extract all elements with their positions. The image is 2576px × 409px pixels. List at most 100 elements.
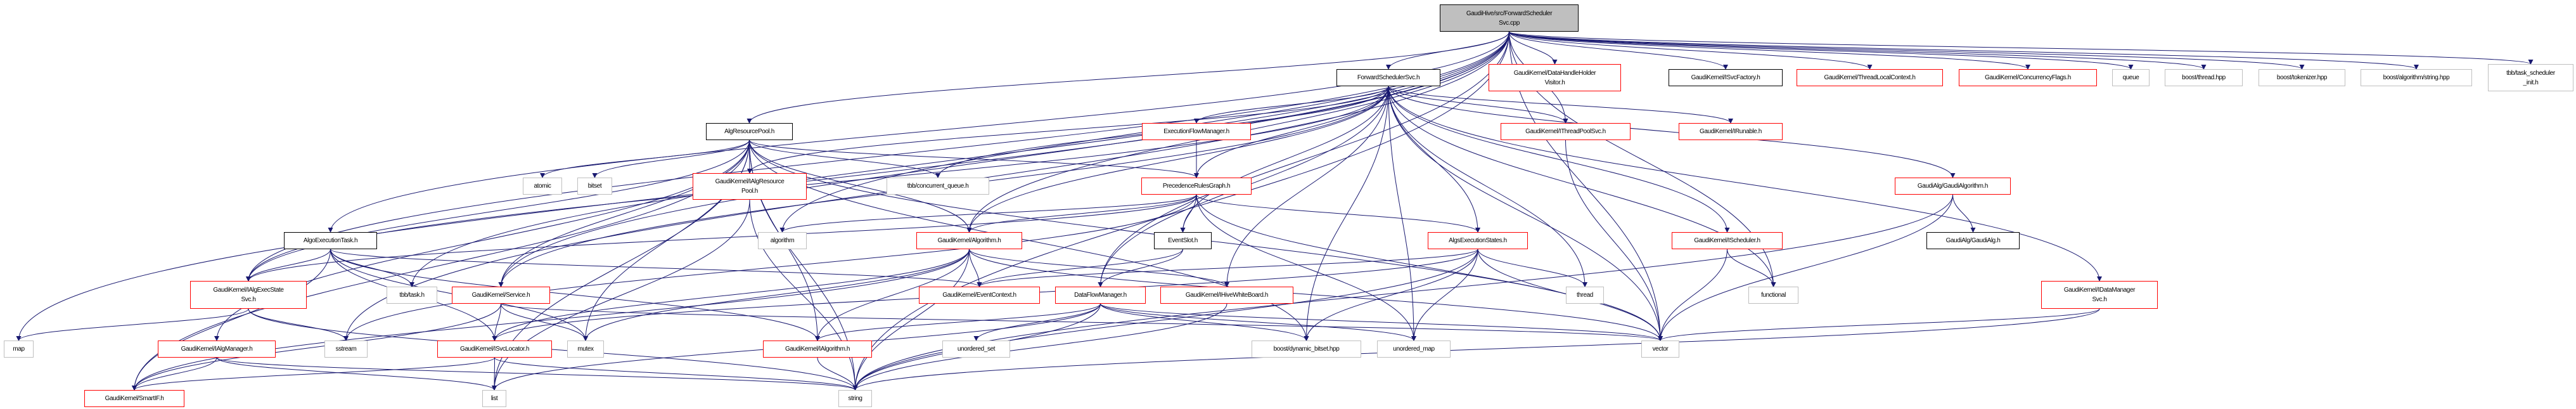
edge-idms-to-vector <box>1658 308 2100 341</box>
edge-dfm-to-vector <box>1100 303 1663 341</box>
edge-root-to-isvcf <box>1509 31 1728 70</box>
edge-root-to-iaess <box>246 31 1509 282</box>
node-dhhv[interactable]: GaudiKernel/DataHandleHolder Visitor.h <box>1489 64 1621 91</box>
edge-arp-to-svc <box>498 140 750 287</box>
node-vector[interactable]: vector <box>1641 341 1679 358</box>
edge-dfm-to-bdb <box>1100 303 1309 341</box>
node-arp[interactable]: AlgResourcePool.h <box>706 123 793 140</box>
edge-arp-to-tbbcq <box>749 140 940 178</box>
node-ialg[interactable]: GaudiKernel/IAlgorithm.h <box>763 341 872 358</box>
node-irun[interactable]: GaudiKernel/IRunable.h <box>1679 123 1783 140</box>
edge-aet-to-evctx <box>330 249 982 287</box>
node-iarp[interactable]: GaudiKernel/IAlgResource Pool.h <box>693 173 807 200</box>
node-tbbtask[interactable]: tbb/task.h <box>387 287 437 304</box>
edge-fsh-to-efm <box>1194 86 1389 124</box>
edge-dfm-to-ialg <box>815 303 1101 341</box>
node-uset[interactable]: unordered_set <box>942 341 1010 358</box>
node-isched[interactable]: GaudiKernel/IScheduler.h <box>1672 232 1783 249</box>
edge-fsh-to-idms <box>1388 86 2102 282</box>
node-isl[interactable]: GaudiKernel/ISvcLocator.h <box>437 341 552 358</box>
node-iam[interactable]: GaudiKernel/IAlgManager.h <box>158 341 276 358</box>
edge-isched-to-functional <box>1727 249 1776 287</box>
edge-algh-to-mutex <box>583 249 970 341</box>
node-queue[interactable]: queue <box>2112 69 2150 86</box>
edge-root-to-bthread <box>1509 31 2207 70</box>
edge-aes-to-evctx <box>977 249 1478 287</box>
node-galg[interactable]: GaudiAlg/GaudiAlg.h <box>1926 232 2020 249</box>
node-tbbinit[interactable]: tbb/task_scheduler _init.h <box>2488 64 2573 91</box>
node-cflags[interactable]: GaudiKernel/ConcurrencyFlags.h <box>1959 69 2097 86</box>
edge-fsh-to-galgo <box>1388 86 1956 178</box>
edge-iaess-to-map <box>16 308 249 341</box>
node-root[interactable]: GaudiHive/src/ForwardScheduler Svc.cpp <box>1440 4 1579 32</box>
edge-isl-to-smartif <box>132 357 495 391</box>
edge-fsh-to-iarp <box>747 86 1389 174</box>
edge-prg-to-algorithm <box>779 194 1197 233</box>
edge-iaess-to-sstream <box>248 308 349 341</box>
edge-aet-to-ialg <box>330 249 820 341</box>
edge-itps-to-vector <box>1565 140 1663 341</box>
edge-fsh-to-ihwb <box>1224 86 1389 287</box>
node-list[interactable]: list <box>482 390 506 407</box>
node-idms[interactable]: GaudiKernel/IDataManager Svc.h <box>2041 281 2158 309</box>
node-thread[interactable]: thread <box>1566 287 1604 304</box>
node-svc[interactable]: GaudiKernel/Service.h <box>452 287 550 304</box>
node-mutex[interactable]: mutex <box>567 341 604 358</box>
node-ihwb[interactable]: GaudiKernel/IHiveWhiteBoard.h <box>1160 287 1293 304</box>
edge-galgo-to-galg <box>1952 194 1976 233</box>
node-smartif[interactable]: GaudiKernel/SmartIF.h <box>84 390 184 407</box>
node-bitset[interactable]: bitset <box>577 178 612 195</box>
node-evctx[interactable]: GaudiKernel/EventContext.h <box>919 287 1040 304</box>
edge-fsh-to-algh <box>966 86 1389 233</box>
node-atomic[interactable]: atomic <box>523 178 562 195</box>
node-itps[interactable]: GaudiKernel/IThreadPoolSvc.h <box>1501 123 1631 140</box>
node-fsh[interactable]: ForwardSchedulerSvc.h <box>1336 69 1440 86</box>
edge-fsh-to-bdb <box>1304 86 1389 341</box>
edge-aes-to-umap <box>1411 249 1478 341</box>
node-bdb[interactable]: boost/dynamic_bitset.hpp <box>1252 341 1361 358</box>
edge-prg-to-eslot <box>1180 194 1197 233</box>
edge-root-to-tbbtask <box>409 31 1509 287</box>
node-efm[interactable]: ExecutionFlowManager.h <box>1142 123 1251 140</box>
node-algorithm[interactable]: algorithm <box>758 232 807 249</box>
edge-algh-to-ihwb <box>969 249 1229 287</box>
edge-iam-to-string <box>216 357 858 391</box>
node-tlc[interactable]: GaudiKernel/ThreadLocalContext.h <box>1797 69 1943 86</box>
edge-aes-to-thread <box>1477 249 1587 287</box>
node-algh[interactable]: GaudiKernel/Algorithm.h <box>916 232 1022 249</box>
edge-aet-to-iaess <box>246 249 331 282</box>
node-eslot[interactable]: EventSlot.h <box>1154 232 1212 249</box>
node-isvcf[interactable]: GaudiKernel/ISvcFactory.h <box>1669 69 1783 86</box>
node-prg[interactable]: PrecedenceRulesGraph.h <box>1141 178 1252 195</box>
node-sstream[interactable]: sstream <box>324 341 368 358</box>
edge-algh-to-smartif <box>132 249 970 391</box>
edge-arp-to-bitset <box>592 140 750 178</box>
node-bthread[interactable]: boost/thread.hpp <box>2165 69 2243 86</box>
node-iaess[interactable]: GaudiKernel/IAlgExecState Svc.h <box>190 281 307 309</box>
edge-isl-to-string <box>494 357 858 391</box>
node-functional[interactable]: functional <box>1748 287 1798 304</box>
edge-arp-to-prg <box>749 140 1199 178</box>
edge-fsh-to-thread <box>1388 86 1587 287</box>
edge-prg-to-vector <box>1196 194 1663 341</box>
edge-algh-to-vector <box>969 249 1663 341</box>
edge-root-to-btok <box>1509 31 2305 70</box>
node-umap[interactable]: unordered_map <box>1377 341 1451 358</box>
node-galgo[interactable]: GaudiAlg/GaudiAlgorithm.h <box>1895 178 2011 195</box>
edge-root-to-tlc <box>1509 31 1873 70</box>
node-string[interactable]: string <box>838 390 872 407</box>
node-aet[interactable]: AlgoExecutionTask.h <box>284 232 377 249</box>
edge-algh-to-isl <box>492 249 970 341</box>
edge-iarp-to-string <box>749 199 858 391</box>
node-map[interactable]: map <box>4 341 34 358</box>
node-dfm[interactable]: DataFlowManager.h <box>1055 287 1146 304</box>
edge-fsh-to-irun <box>1388 86 1733 124</box>
edge-fsh-to-eslot <box>1180 86 1389 233</box>
node-tbbcq[interactable]: tbb/concurrent_queue.h <box>887 178 989 195</box>
node-aes[interactable]: AlgsExecutionStates.h <box>1428 232 1528 249</box>
node-bstr[interactable]: boost/algorithm/string.hpp <box>2361 69 2472 86</box>
edge-svc-to-mutex <box>501 303 588 341</box>
node-btok[interactable]: boost/tokenizer.hpp <box>2259 69 2345 86</box>
edge-eslot-to-evctx <box>977 249 1183 287</box>
edge-prg-to-aes <box>1196 194 1480 233</box>
